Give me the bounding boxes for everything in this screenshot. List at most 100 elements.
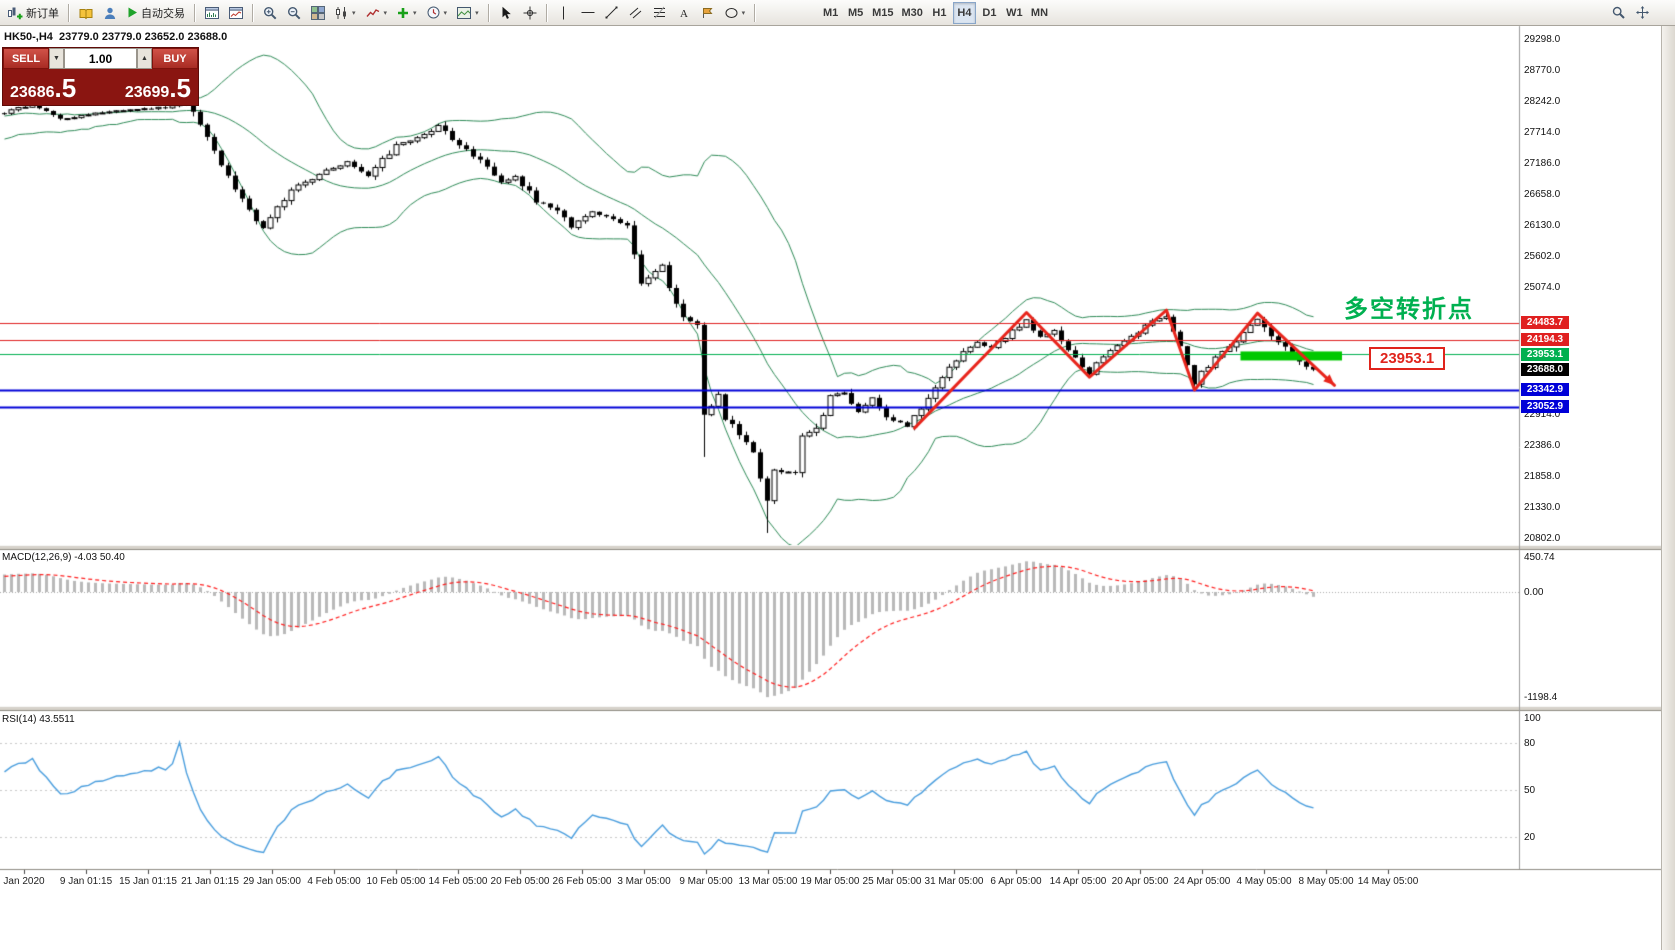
crosshair-button[interactable] [519,2,541,24]
price-tick: 25602.0 [1524,251,1561,263]
time-label: 8 May 05:00 [1298,876,1354,887]
tile-windows-button[interactable] [307,2,329,24]
trendline-button[interactable] [601,2,623,24]
fibonacci-icon [653,6,666,19]
price-tag-support-blue-1: 23342.9 [1521,383,1569,397]
tf-m1-button[interactable]: M1 [819,2,842,24]
tf-w1-button[interactable]: W1 [1003,2,1026,24]
hline-icon [581,7,595,18]
cursor-button[interactable] [495,2,517,24]
line-chart-button[interactable]: ▾ [362,2,392,24]
price-tick: 25074.0 [1524,282,1561,294]
zoom-out-icon [287,6,301,20]
tf-mn-button-label: MN [1030,6,1049,19]
price-tick: 21858.0 [1524,471,1561,482]
data-window-button[interactable] [99,2,121,24]
toolbar-separator [194,3,196,22]
new-order-button[interactable]: 新订单 [4,2,63,24]
channel-button[interactable] [625,2,647,24]
chart-ohlc-header: HK50-,H4 23779.0 23779.0 23652.0 23688.0 [4,31,228,43]
indicators-button[interactable]: ▾ [393,2,421,24]
price-tag-support-green: 23953.1 [1521,347,1569,361]
volume-decrease-button[interactable]: ▼ [49,48,64,69]
zoom-in-button[interactable] [259,2,281,24]
vertical-line-button[interactable] [553,2,575,24]
tile-icon [311,5,325,20]
tf-m5-button[interactable]: M5 [844,2,867,24]
search-button[interactable] [1607,2,1629,24]
new-order-button-label: 新订单 [26,7,59,20]
dropdown-caret-icon: ▾ [475,9,479,17]
support-price-label: 23953.1 [1369,347,1446,370]
time-label: 4 Feb 05:00 [307,876,361,887]
time-label: 14 Apr 05:00 [1049,876,1107,887]
tf-h1-button[interactable]: H1 [928,2,951,24]
vline-icon [558,6,569,20]
one-click-trading-panel: SELL ▼ ▲ BUY 23686.5 23699.5 [2,47,199,106]
label-icon [701,7,714,19]
sell-price: 23686.5 [10,73,77,103]
chart-window-button[interactable] [201,2,223,24]
time-label: 9 Jan 01:15 [59,876,113,887]
tf-m5-button-label: M5 [847,6,864,19]
template-icon [457,6,472,19]
rsi-axis-value: 80 [1524,737,1536,749]
svg-text:A: A [680,8,688,19]
price-tick: 28770.0 [1524,65,1561,77]
time-scale[interactable]: Jan 2020 9 Jan 01:15 15 Jan 01:15 21 Jan 01… [0,874,1675,892]
label-button[interactable] [697,2,719,24]
tf-h4-button-label: H4 [957,6,972,19]
macd-axis-value: 450.74 [1524,552,1555,563]
macd-axis-value: -1198.4 [1524,692,1558,704]
time-label: 6 Apr 05:00 [990,876,1042,887]
tf-m1-button-label: M1 [822,6,839,19]
templates-button[interactable]: ▾ [453,2,483,24]
tick-chart-button[interactable] [225,2,247,24]
chart-type-button[interactable]: ▾ [331,2,360,24]
volume-increase-button[interactable]: ▲ [137,48,152,69]
user-icon [103,6,117,20]
time-label: 3 Mar 05:00 [617,876,671,887]
tf-mn-button[interactable]: MN [1028,2,1051,24]
tf-m15-button[interactable]: M15 [869,2,896,24]
add-indicator-icon [397,7,409,19]
shapes-button[interactable]: ▾ [721,2,750,24]
price-scale[interactable]: 29298.0 28770.0 28242.0 27714.0 27186.0 26658… [1521,0,1601,950]
periods-button[interactable]: ▾ [423,2,452,24]
price-tag-current-price: 23688.0 [1521,363,1569,377]
text-button[interactable]: A [673,2,695,24]
zoom-out-button[interactable] [283,2,305,24]
pan-button[interactable] [1631,2,1653,24]
price-tag-resistance-2: 24194.3 [1521,333,1569,347]
time-label: 20 Feb 05:00 [490,876,550,887]
market-watch-button[interactable] [75,2,97,24]
trade-panel-controls: SELL ▼ ▲ BUY [3,48,198,69]
clock-icon [427,6,440,19]
time-label: 15 Jan 01:15 [119,876,177,887]
tf-h4-button[interactable]: H4 [952,1,976,24]
autotrading-button-label: 自动交易 [141,7,185,20]
time-label: 21 Jan 01:15 [181,876,239,887]
window-bars-icon [229,6,243,20]
toolbar-separator [252,3,254,22]
tf-m30-button[interactable]: M30 [899,2,926,24]
search-icon [1612,6,1625,19]
price-tick: 22914.0 [1524,409,1561,420]
book-icon [79,6,93,20]
vertical-scrollbar[interactable] [1661,26,1675,950]
fibonacci-button[interactable] [649,2,671,24]
price-tick: 21330.0 [1524,502,1561,513]
horizontal-line-button[interactable] [577,2,599,24]
toolbar-right-icons [1606,2,1654,24]
time-label: 10 Feb 05:00 [366,876,426,887]
buy-button[interactable]: BUY [152,48,198,69]
time-label: 25 Mar 05:00 [862,876,922,887]
volume-input[interactable] [64,48,137,69]
autotrading-button[interactable]: 自动交易 [123,2,189,24]
buy-price: 23699.5 [124,73,191,103]
tf-d1-button[interactable]: D1 [978,2,1001,24]
tf-d1-button-label: D1 [982,6,997,19]
sell-button[interactable]: SELL [3,48,49,69]
